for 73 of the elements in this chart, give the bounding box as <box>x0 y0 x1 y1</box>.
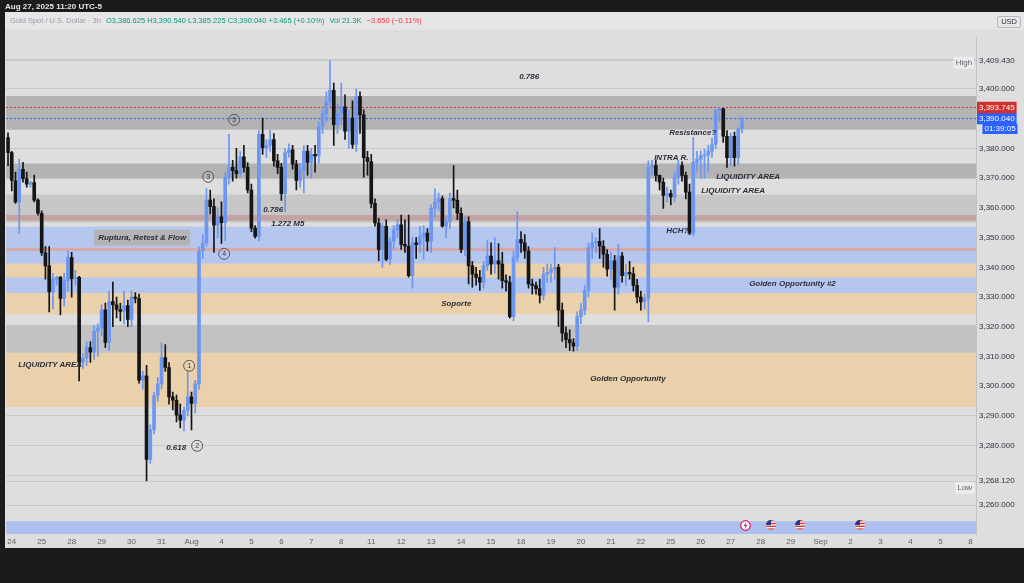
x-tick-label: 3 <box>878 537 884 546</box>
candlestick <box>111 281 115 328</box>
annotation: Golden Opportunity #2 <box>749 279 837 288</box>
y-tick-label: 3,400.000 <box>979 84 1016 94</box>
annotation: HCH? <box>666 226 689 235</box>
x-tick-label: 7 <box>309 537 315 546</box>
x-tick-label: 20 <box>576 537 586 546</box>
y-tick-label: 3,330.000 <box>979 292 1016 302</box>
y-tick-label: 3,350.000 <box>979 232 1016 242</box>
x-tick-label: 26 <box>696 537 706 546</box>
x-tick-label: 5 <box>249 537 255 546</box>
x-tick-label: 27 <box>726 537 736 546</box>
x-tick-label: 28 <box>67 537 77 546</box>
annotation: 0.786 <box>519 72 540 81</box>
annotation: Low <box>957 483 973 492</box>
x-tick-label: 25 <box>666 537 676 546</box>
x-tick-label: 5 <box>938 537 944 546</box>
y-tick-label: 3,320.000 <box>979 321 1016 331</box>
y-tick-label: 3,260.000 <box>979 500 1016 510</box>
y-tick-label: 3,393.745 <box>979 102 1016 112</box>
annotation: Golden Opportunity <box>590 374 667 383</box>
x-tick-label: 25 <box>37 537 47 546</box>
x-tick-label: 29 <box>786 537 796 546</box>
y-tick-label: 3,290.000 <box>979 411 1016 421</box>
x-tick-label: 15 <box>486 537 497 546</box>
y-tick-label: 3,340.000 <box>979 262 1016 272</box>
y-tick-label: 3,280.000 <box>979 440 1016 450</box>
x-tick-label: 31 <box>157 537 167 546</box>
x-tick-label: 2 <box>848 537 854 546</box>
candlestick <box>313 145 317 173</box>
x-tick-label: 12 <box>396 537 407 546</box>
text: Aug 27, 2025 11:20 UTC-5 <box>5 2 102 11</box>
x-tick-label: 22 <box>636 537 646 546</box>
y-tick-label: 3,300.000 <box>979 381 1016 391</box>
annotation: 1.272 M5 <box>271 219 306 228</box>
x-tick-label: 4 <box>908 537 914 546</box>
annotation: High <box>955 58 973 67</box>
x-tick-label: 8 <box>968 537 974 546</box>
x-tick-label: 24 <box>7 537 17 546</box>
x-tick-label: 19 <box>546 537 556 546</box>
x-tick-label: Sep <box>813 537 829 546</box>
x-tick-label: 11 <box>367 537 376 546</box>
y-tick-label: 3,310.000 <box>979 351 1016 361</box>
x-tick-label: 14 <box>456 537 467 546</box>
x-tick-label: 28 <box>756 537 766 546</box>
annotation: Ruptura, Retest & Flow <box>98 233 187 242</box>
candlestick <box>122 290 126 325</box>
candlestick <box>567 329 572 351</box>
candlestick <box>140 371 145 390</box>
candlestick <box>624 264 628 286</box>
annotation: LIQUIDITY AREA <box>716 172 781 181</box>
y-tick-label: 3,268.120 <box>979 476 1016 486</box>
x-tick-label: Aug <box>184 537 199 546</box>
text: 01:39:05 <box>984 124 1017 134</box>
y-tick-label: 3,370.000 <box>979 173 1016 183</box>
y-tick-label: 3,390.040 <box>979 113 1016 123</box>
y-tick-label: 3,360.000 <box>979 203 1016 213</box>
annotation: Soporte <box>441 299 472 308</box>
x-tick-label: 4 <box>219 537 225 546</box>
x-tick-label: 30 <box>127 537 137 546</box>
annotation: 0.618 <box>166 443 187 452</box>
x-tick-label: 6 <box>279 537 285 546</box>
annotation: INTRA R. <box>654 153 689 162</box>
x-tick-label: 29 <box>97 537 107 546</box>
candlestick <box>665 186 669 203</box>
annotation: LIQUIDITY AREA <box>701 186 766 195</box>
x-tick-label: 18 <box>516 537 527 546</box>
y-tick-label: 3,380.000 <box>979 143 1016 153</box>
x-tick-label: 13 <box>426 537 437 546</box>
x-tick-label: 21 <box>606 537 616 546</box>
x-tick-label: 8 <box>339 537 345 546</box>
annotation: 0.786 <box>263 205 284 214</box>
y-tick-label: 3,409.430 <box>979 56 1016 66</box>
